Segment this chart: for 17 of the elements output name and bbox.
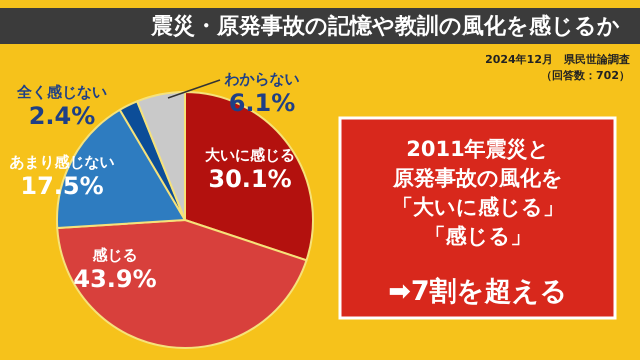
text: 2011年震災と bbox=[406, 137, 550, 161]
text: 震災・原発事故の記憶や教訓の風化を感じるか bbox=[150, 14, 620, 39]
text: ➡7割を超える bbox=[388, 276, 568, 307]
slice-label: あまり感じない bbox=[10, 153, 114, 171]
slice-label: 全く感じない bbox=[16, 83, 107, 101]
text: 2024年12月 県民世論調査 bbox=[485, 53, 630, 66]
slice-label: わからない bbox=[224, 70, 300, 88]
data-label: 6.1% bbox=[228, 89, 296, 117]
data-label: 43.9% bbox=[73, 265, 157, 293]
text: （回答数：702） bbox=[541, 69, 630, 82]
data-label: 2.4% bbox=[28, 102, 96, 130]
slice-label: 大いに感じる bbox=[205, 146, 295, 164]
text: 「大いに感じる」 bbox=[392, 195, 564, 219]
slice-label: 感じる bbox=[92, 246, 138, 264]
text: 原発事故の風化を bbox=[392, 166, 563, 190]
text: 「感じる」 bbox=[424, 224, 532, 248]
data-label: 30.1% bbox=[208, 165, 292, 193]
